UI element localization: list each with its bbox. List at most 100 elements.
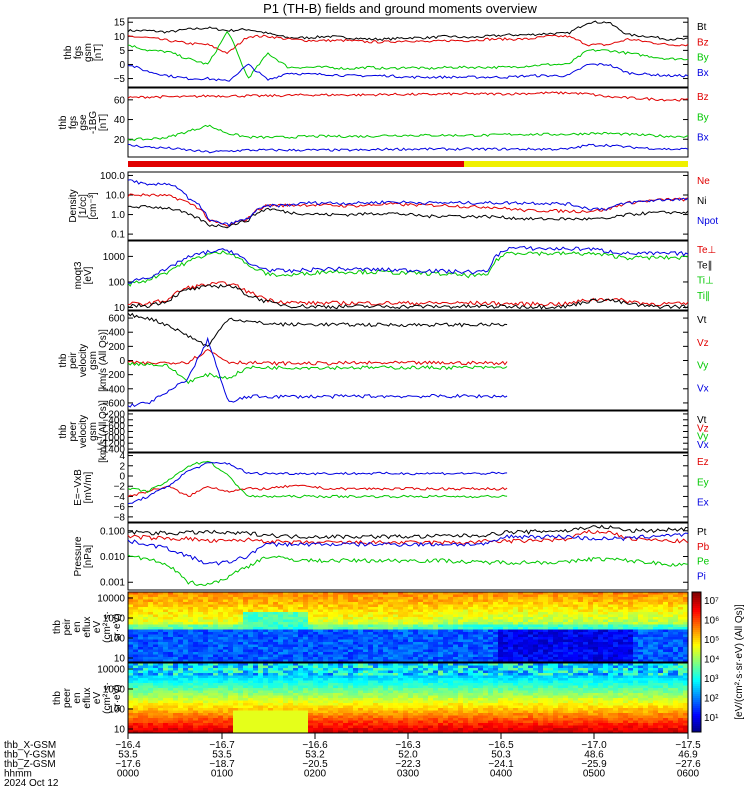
spectrogram-cell <box>363 594 369 598</box>
spectrogram-cell <box>523 619 529 623</box>
spectrogram-cell <box>463 637 469 640</box>
spectrogram-cell <box>148 632 154 635</box>
spectrogram-cell <box>158 652 164 655</box>
spectrogram-cell <box>373 703 379 706</box>
spectrogram-cell <box>163 602 169 605</box>
spectrogram-cell <box>288 728 294 731</box>
spectrogram-cell <box>143 683 149 686</box>
spectrogram-cell <box>673 632 679 635</box>
spectrogram-cell <box>418 627 424 630</box>
spectrogram-cell <box>243 698 249 701</box>
spectrogram-cell <box>238 693 244 696</box>
spectrogram-cell <box>138 680 144 684</box>
spectrogram-cell <box>248 675 254 679</box>
spectrogram-cell <box>278 685 284 689</box>
spectrogram-cell <box>308 637 314 640</box>
spectrogram-cell <box>208 715 214 719</box>
spectrogram-cell <box>473 649 479 653</box>
spectrogram-cell <box>628 639 634 643</box>
spectrogram-cell <box>288 675 294 679</box>
spectrogram-cell <box>303 637 309 640</box>
spectrogram-cell <box>273 604 279 608</box>
spectrogram-cell <box>243 670 249 674</box>
spectrogram-cell <box>358 659 364 663</box>
spectrogram-cell <box>413 629 419 633</box>
spectrogram-cell <box>288 614 294 618</box>
spectrogram-cell <box>278 713 284 716</box>
spectrogram-cell <box>163 629 169 633</box>
spectrogram-cell <box>243 604 249 608</box>
spectrogram-cell <box>353 647 359 650</box>
spectrogram-cell <box>343 594 349 598</box>
spectrogram-cell <box>393 644 399 648</box>
y-tick-label: 0.1 <box>111 230 125 241</box>
spectrogram-cell <box>468 637 474 640</box>
spectrogram-cell <box>253 668 259 671</box>
spectrogram-cell <box>338 715 344 719</box>
spectrogram-cell <box>378 604 384 608</box>
spectrogram-cell <box>438 639 444 643</box>
spectrogram-cell <box>283 602 289 605</box>
spectrogram-cell <box>378 627 384 630</box>
spectrogram-cell <box>308 647 314 650</box>
spectrogram-cell <box>328 639 334 643</box>
spectrogram-cell <box>678 644 684 648</box>
spectrogram-cell <box>148 619 154 623</box>
spectrogram-cell <box>178 652 184 655</box>
spectrogram-cell <box>408 599 414 603</box>
spectrogram-cell <box>158 627 164 630</box>
spectrogram-cell <box>368 720 374 724</box>
spectrogram-cell <box>128 683 134 686</box>
spectrogram-cell <box>513 649 519 653</box>
spectrogram-cell <box>348 703 354 706</box>
spectrogram-cell <box>188 673 194 676</box>
spectrogram-cell <box>198 678 204 681</box>
spectrogram-cell <box>148 597 154 600</box>
spectrogram-cell <box>298 663 304 666</box>
spectrogram-cell <box>163 693 169 696</box>
spectrogram-cell <box>523 644 529 648</box>
spectrogram-cell <box>573 617 579 620</box>
spectrogram-cell <box>213 604 219 608</box>
spectrogram-cell <box>223 637 229 640</box>
spectrogram-cell <box>473 609 479 613</box>
spectrogram-cell <box>288 619 294 623</box>
spectrogram-cell <box>283 599 289 603</box>
spectrogram-cell <box>433 657 439 660</box>
spectrogram-cell <box>153 680 159 684</box>
spectrogram-cell <box>408 718 414 721</box>
spectrogram-cell <box>473 612 479 615</box>
y-tick-label: 1000 <box>103 614 126 625</box>
spectrogram-cell <box>478 604 484 608</box>
spectrogram-cell <box>388 627 394 630</box>
spectrogram-cell <box>273 629 279 633</box>
spectrogram-cell <box>613 622 619 625</box>
spectrogram-cell <box>128 673 134 676</box>
spectrogram-cell <box>458 652 464 655</box>
spectrogram-cell <box>348 617 354 620</box>
spectrogram-cell <box>193 723 199 726</box>
spectrogram-cell <box>458 637 464 640</box>
spectrogram-cell <box>243 673 249 676</box>
spectrogram-cell <box>363 690 369 694</box>
spectrogram-cell <box>628 624 634 628</box>
spectrogram-cell <box>173 680 179 684</box>
spectrogram-cell <box>363 723 369 726</box>
spectrogram-cell <box>418 619 424 623</box>
spectrogram-cell <box>218 649 224 653</box>
spectrogram-cell <box>603 649 609 653</box>
spectrogram-cell <box>133 597 139 600</box>
spectrogram-cell <box>353 683 359 686</box>
spectrogram-cell <box>178 607 184 610</box>
spectrogram-cell <box>578 649 584 653</box>
spectrogram-cell <box>423 609 429 613</box>
spectrogram-cell <box>378 637 384 640</box>
spectrogram-cell <box>568 632 574 635</box>
y-axis-label-line: thb <box>58 353 69 367</box>
spectrogram-cell <box>248 624 254 628</box>
spectrogram-cell <box>168 723 174 726</box>
spectrogram-cell <box>348 597 354 600</box>
spectrogram-cell <box>298 632 304 635</box>
spectrogram-cell <box>298 649 304 653</box>
spectrogram-cell <box>448 607 454 610</box>
